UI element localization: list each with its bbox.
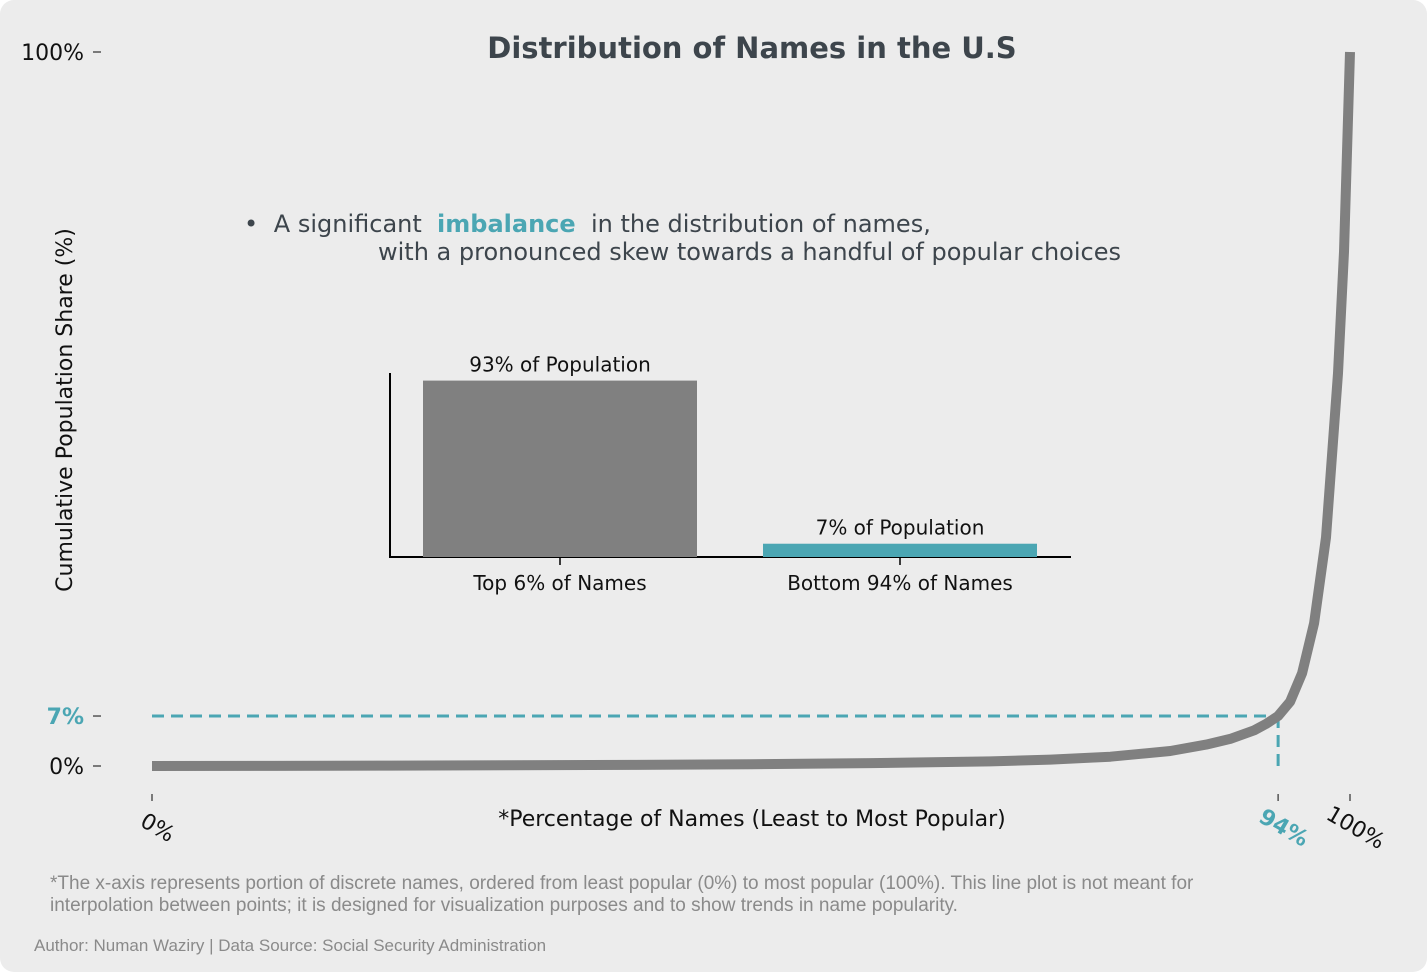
inset-bar	[423, 380, 697, 557]
inset-bar-data-label: 7% of Population	[816, 516, 985, 540]
y-axis-ticks: 0% 7% 100%	[21, 41, 101, 780]
chart-title: Distribution of Names in the U.S	[487, 31, 1016, 65]
footnote-line-1: *The x-axis represents portion of discre…	[50, 873, 1194, 894]
x-tick-label: 100%	[1322, 802, 1389, 855]
annotation-suffix: in the distribution of names,	[583, 210, 931, 238]
annotation-prefix: A significant	[274, 210, 430, 238]
annotation-highlight: imbalance	[437, 210, 576, 238]
inset-category-label: Top 6% of Names	[472, 571, 646, 595]
x-tick-label: 94%	[1254, 804, 1312, 852]
y-tick-label: 100%	[21, 41, 84, 66]
annotation-line-2: with a pronounced skew towards a handful…	[378, 238, 1121, 266]
y-axis-label: Cumulative Population Share (%)	[53, 228, 78, 592]
y-tick-label: 0%	[49, 755, 84, 780]
inset-category-label: Bottom 94% of Names	[787, 571, 1013, 595]
inset-bar-data-label: 93% of Population	[469, 353, 651, 377]
footnote-line-2: interpolation between points; it is desi…	[50, 895, 958, 916]
annotation-bullet: •	[244, 210, 258, 238]
credit-text: Author: Numan Waziry | Data Source: Soci…	[34, 936, 546, 955]
inset-bar	[763, 543, 1037, 557]
cumulative-share-line	[151, 51, 1355, 771]
x-tick-label: 0%	[136, 809, 179, 848]
x-axis-label: *Percentage of Names (Least to Most Popu…	[498, 807, 1006, 832]
inset-bar-chart: 93% of Population Top 6% of Names 7% of Po…	[389, 353, 1071, 595]
annotation-line-1: • A significant imbalance in the distrib…	[244, 210, 931, 238]
y-tick-label: 7%	[47, 705, 84, 730]
